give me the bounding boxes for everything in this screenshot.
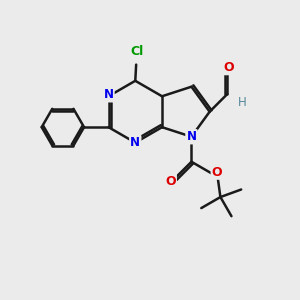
Text: N: N <box>187 130 196 143</box>
Text: N: N <box>130 136 140 149</box>
Text: O: O <box>165 175 176 188</box>
Text: Cl: Cl <box>130 45 143 58</box>
Text: H: H <box>238 96 246 110</box>
Text: N: N <box>103 88 113 101</box>
Text: O: O <box>212 166 223 178</box>
Text: O: O <box>224 61 234 74</box>
